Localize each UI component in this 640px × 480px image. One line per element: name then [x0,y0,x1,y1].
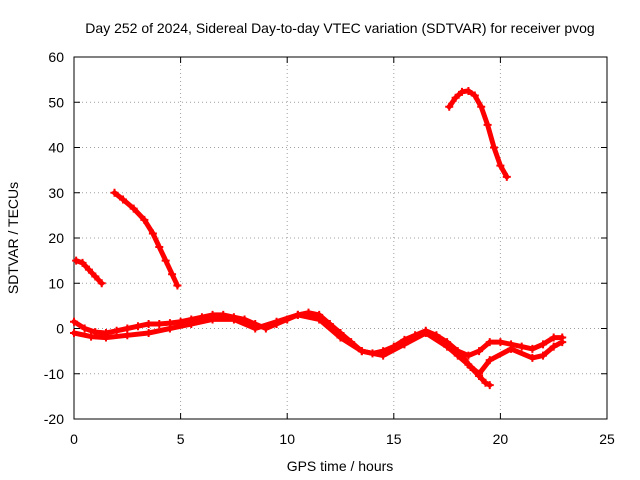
data-point [549,342,558,351]
x-tick-label: 0 [70,431,78,447]
data-point [470,91,479,100]
data-point [483,120,492,129]
chart-title: Day 252 of 2024, Sidereal Day-to-day VTE… [85,20,594,36]
data-point [272,317,281,326]
data-point [123,331,132,340]
data-point [144,329,153,338]
data-point [549,333,558,342]
data-point [87,332,96,341]
data-point [187,319,196,328]
data-point [528,353,537,362]
data-point [475,372,484,381]
data-point [112,326,121,335]
data-point [496,161,505,170]
series-line [112,190,180,288]
data-point [315,315,324,324]
y-tick-label: 40 [48,140,64,156]
data-point [485,381,494,390]
y-tick-label: -20 [44,411,64,427]
data-point [110,188,119,197]
series-line [71,312,565,377]
data-point [539,340,548,349]
data-point [173,281,182,290]
x-tick-label: 5 [177,431,185,447]
data-point [485,356,494,365]
data-point [496,338,505,347]
data-point [97,279,106,288]
data-point [251,324,260,333]
y-tick-label: 20 [48,230,64,246]
x-axis: 0 5 10 15 20 25 [70,57,615,447]
data-point [507,344,516,353]
data-point [101,333,110,342]
y-tick-label: 30 [48,185,64,201]
data-point [123,324,132,333]
data-point [421,329,430,338]
data-point [528,344,537,353]
y-tick-label: 10 [48,275,64,291]
x-tick-label: 25 [599,431,615,447]
x-tick-label: 10 [279,431,295,447]
data-point [485,338,494,347]
data-point [70,317,78,326]
y-axis: -20 -10 0 10 20 30 40 50 60 [44,49,607,427]
data-point [133,322,142,331]
data-point [517,342,526,351]
data-point [168,270,177,279]
data-point [458,351,467,360]
data-point [336,333,345,342]
y-tick-label: 60 [48,49,64,65]
y-tick-label: -10 [44,366,64,382]
data-point [70,329,78,338]
y-tick-label: 50 [48,94,64,110]
y-tick-label: 0 [56,321,64,337]
data-point [129,204,138,213]
data-point [91,272,100,281]
data-point [464,86,473,95]
data-point [451,93,460,102]
y-axis-label: SDTVAR / TECUs [5,182,21,294]
data-point [161,256,170,265]
data-point [155,243,164,252]
grid-lines [74,57,607,419]
data-point [539,351,548,360]
x-tick-label: 20 [493,431,509,447]
data-point [293,310,302,319]
data-point [400,340,409,349]
series-line [446,88,510,180]
data-point [477,102,486,111]
data-point [148,229,157,238]
data-point [558,338,567,347]
data-point [445,102,454,111]
data-point [119,195,128,204]
x-tick-label: 15 [386,431,402,447]
data-point [165,324,174,333]
data-point [379,351,388,360]
data-point [144,319,153,328]
data-point [80,324,89,333]
x-axis-label: GPS time / hours [287,458,394,474]
data-point [357,347,366,356]
data-point [84,265,93,274]
data-point [466,362,475,371]
data-point [502,172,511,181]
data-point [72,256,81,265]
data-point [475,347,484,356]
data-point [78,258,87,267]
data-point [140,215,149,224]
data-series [70,86,567,390]
data-point [208,315,217,324]
data-point [155,319,164,328]
data-point [229,315,238,324]
data-point [443,342,452,351]
data-point [481,378,490,387]
data-point [490,143,499,152]
